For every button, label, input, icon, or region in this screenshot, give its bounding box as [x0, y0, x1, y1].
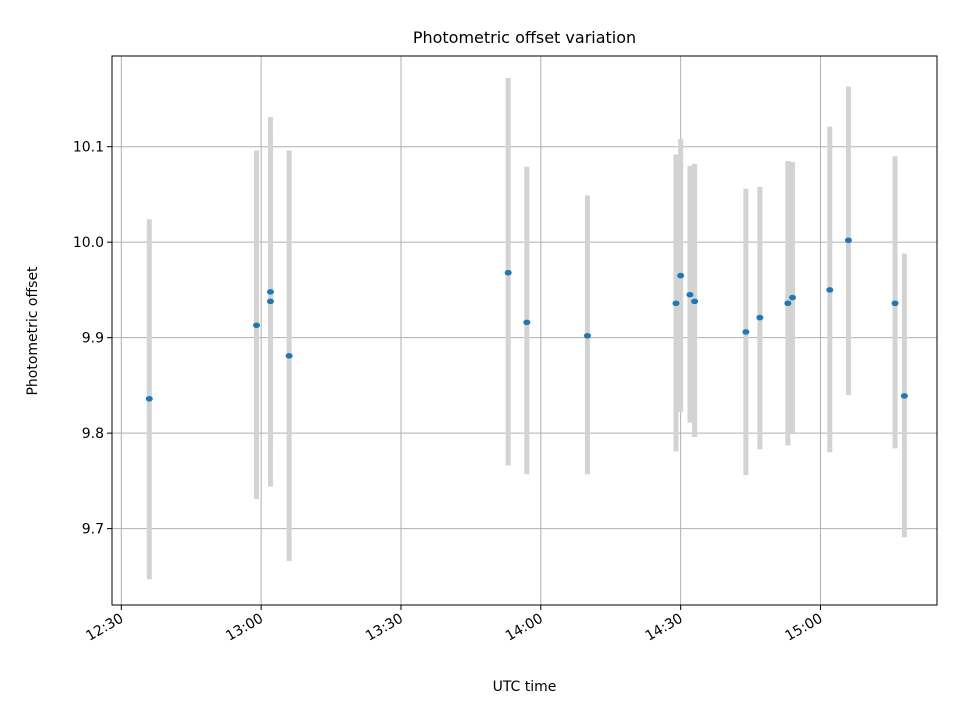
y-tick-label: 9.7	[82, 522, 104, 538]
y-axis-ticks: 9.7 9.8 9.9 10.0 10.1	[73, 140, 112, 538]
y-tick-label: 10.1	[73, 140, 104, 156]
y-axis-label: Photometric offset	[25, 266, 41, 396]
x-axis-label: UTC time	[493, 679, 557, 695]
data-point	[285, 353, 293, 359]
data-point	[900, 393, 908, 399]
data-point	[252, 322, 260, 329]
data-point	[891, 300, 899, 307]
data-point	[756, 314, 764, 321]
data-point	[266, 289, 274, 295]
data-point	[266, 298, 274, 305]
data-point	[145, 395, 153, 402]
data-point	[691, 298, 699, 305]
y-tick-label: 9.9	[82, 331, 104, 347]
data-point	[677, 272, 685, 279]
data-point	[686, 291, 694, 298]
y-tick-label: 10.0	[73, 235, 104, 251]
data-points	[145, 237, 908, 402]
data-point	[583, 332, 591, 339]
chart-title: Photometric offset variation	[413, 28, 636, 47]
data-point	[784, 300, 792, 307]
data-point	[826, 287, 834, 293]
data-point	[672, 300, 680, 307]
data-point	[844, 237, 852, 244]
data-point	[742, 329, 750, 335]
plot-frame	[111, 55, 938, 606]
data-point	[789, 294, 797, 301]
data-point	[504, 269, 512, 276]
data-point	[523, 319, 531, 326]
y-tick-label: 9.8	[82, 426, 104, 442]
